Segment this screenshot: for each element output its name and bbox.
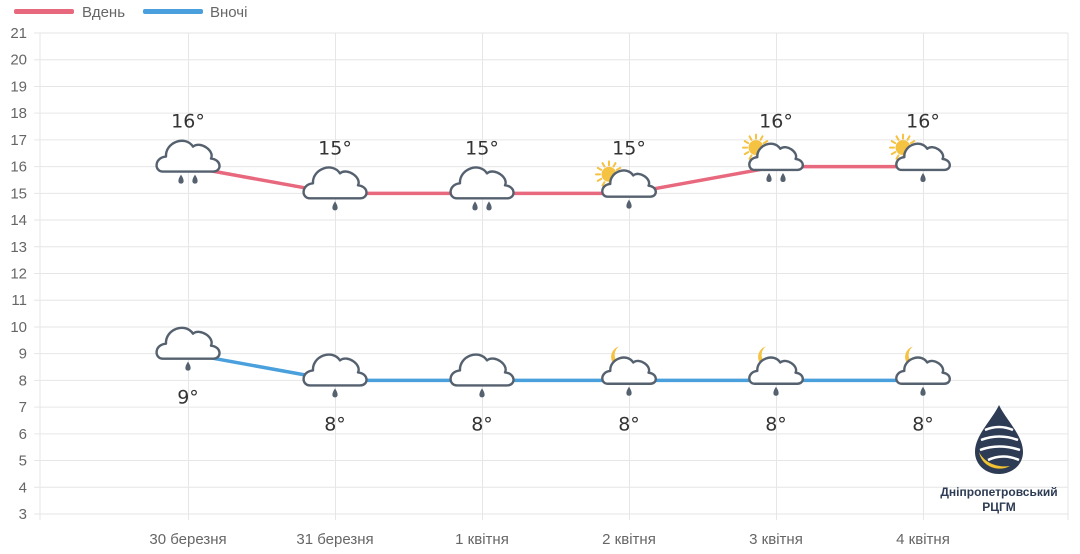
cloud-rain-icon [449,353,515,398]
logo-line-2: РЦГМ [982,500,1016,514]
y-tick-label: 19 [10,78,27,95]
logo: Дніпропетровський РЦГМ [940,405,1058,514]
series-line [187,351,923,383]
data-label: 15° [318,137,352,159]
legend-swatch-day [14,9,74,14]
data-label: 16° [171,111,205,133]
data-label: 8° [324,413,346,435]
sun-cloud-rain-icon [889,133,951,182]
legend-label-night: Вночі [210,4,247,21]
cloud-rain-icon [302,353,368,398]
x-axis: 30 березня 31 березня 1 квітня 2 квітня 3 кв… [149,531,949,548]
y-tick-label: 14 [10,212,27,229]
x-tick-label: 31 березня [296,531,373,548]
data-label: 9° [177,387,199,409]
data-label: 8° [765,413,787,435]
data-label: 8° [618,413,640,435]
y-tick-label: 13 [10,239,27,256]
y-tick-label: 4 [19,479,27,496]
legend-item-day[interactable]: Вдень [14,4,125,21]
series-night: 9° 8° 8° 8° 8° 8° [155,326,951,435]
series-line [187,164,923,196]
data-label: 16° [906,111,940,133]
x-tick-label: 2 квітня [602,531,656,548]
y-tick-label: 15 [10,185,27,202]
chart-grid [34,32,1069,520]
y-tick-label: 12 [10,266,27,283]
y-tick-label: 3 [19,506,27,523]
logo-drop-icon [975,405,1023,474]
x-tick-label: 3 квітня [749,531,803,548]
data-label: 15° [465,137,499,159]
cloud-rain-heavy-icon [155,139,221,184]
logo-line-1: Дніпропетровський [940,485,1057,499]
y-tick-label: 16 [10,159,27,176]
y-tick-label: 20 [10,52,27,69]
y-tick-label: 6 [19,426,27,443]
legend-item-night[interactable]: Вночі [143,4,247,21]
data-label: 8° [912,413,934,435]
x-tick-label: 4 квітня [896,531,950,548]
moon-cloud-rain-icon [748,346,804,396]
cloud-rain-heavy-icon [449,166,515,211]
x-tick-label: 1 квітня [455,531,509,548]
y-tick-label: 11 [11,292,27,309]
y-tick-label: 8 [19,372,27,389]
y-tick-label: 21 [10,25,27,42]
y-tick-label: 9 [19,346,27,363]
series-day: 16° 15° 15° 15° 16° 16° [155,111,951,211]
y-tick-label: 17 [10,132,27,149]
legend-label-day: Вдень [82,4,125,21]
data-label: 15° [612,137,646,159]
chart-legend[interactable]: Вдень Вночі [14,4,247,21]
cloud-rain-icon [155,326,221,371]
x-tick-label: 30 березня [149,531,226,548]
moon-cloud-rain-icon [601,346,657,396]
y-tick-label: 5 [19,453,27,470]
y-tick-label: 7 [19,399,27,416]
y-axis: 3 4 5 6 7 8 9 10 11 12 13 14 15 16 17 18 19 20 21 [10,25,27,523]
legend-swatch-night [143,9,203,14]
chart-series: 16° 15° 15° 15° 16° 16° 9° 8° 8° 8° 8° 8° [155,111,951,435]
cloud-rain-icon [302,166,368,211]
sun-cloud-rain-heavy-icon [742,133,804,182]
data-label: 16° [759,111,793,133]
sun-cloud-rain-icon [595,160,657,209]
y-tick-label: 10 [10,319,27,336]
data-label: 8° [471,413,493,435]
y-tick-label: 18 [10,105,27,122]
moon-cloud-rain-icon [895,346,951,396]
